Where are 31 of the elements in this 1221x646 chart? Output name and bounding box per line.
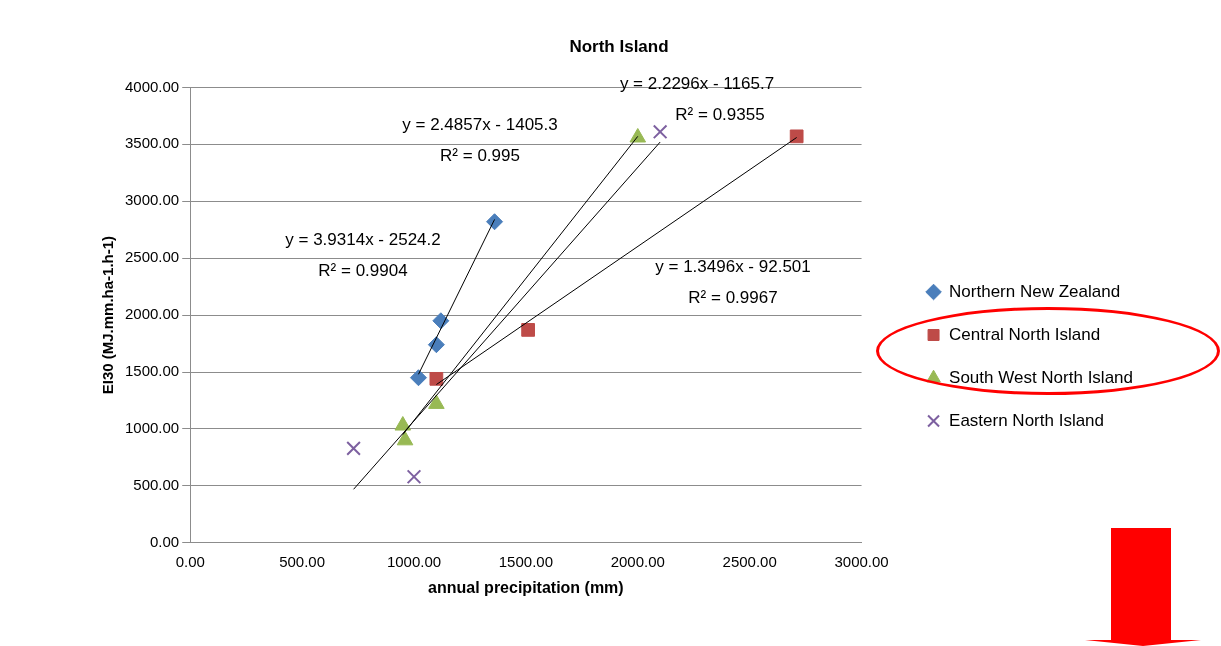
y-tick-label: 0.00 [150, 532, 180, 550]
y-axis-title: EI30 (MJ.mm.ha-1.h-1) [99, 235, 117, 395]
annotation: R² = 0.9904 [318, 260, 408, 280]
annotation: R² = 0.9355 [675, 104, 765, 124]
x-tick-label: 3000.00 [834, 552, 889, 570]
y-tick-label: 500.00 [133, 476, 180, 494]
y-tick-label: 1000.00 [124, 419, 180, 437]
legend-label: South West North Island [949, 367, 1134, 387]
annotation: y = 2.4857x - 1405.3 [402, 114, 558, 134]
y-tick-label: 2500.00 [124, 248, 180, 266]
y-tick-label: 4000.00 [124, 77, 180, 95]
x-tick-label: 2500.00 [722, 552, 777, 570]
annotation: R² = 0.9967 [688, 287, 778, 307]
legend-label: Central North Island [949, 324, 1101, 344]
x-tick-label: 2000.00 [610, 552, 665, 570]
y-tick-label: 1500.00 [124, 362, 180, 380]
chart-title: North Island [569, 36, 669, 56]
legend-label: Eastern North Island [949, 410, 1105, 430]
legend-label: Northern New Zealand [949, 281, 1121, 301]
x-tick-label: 0.00 [175, 552, 205, 570]
y-tick-label: 3000.00 [124, 191, 180, 209]
x-tick-label: 1500.00 [498, 552, 554, 570]
annotation: y = 2.2296x - 1165.7 [619, 73, 775, 93]
y-tick-label: 2000.00 [124, 305, 180, 323]
x-tick-label: 500.00 [279, 552, 326, 570]
x-tick-label: 1000.00 [386, 552, 442, 570]
annotation: y = 3.9314x - 2524.2 [285, 229, 441, 249]
x-axis-title: annual precipitation (mm) [428, 578, 624, 596]
annotation: y = 1.3496x - 92.501 [655, 256, 811, 276]
annotation: R² = 0.995 [440, 145, 520, 165]
y-tick-label: 3500.00 [124, 134, 180, 152]
